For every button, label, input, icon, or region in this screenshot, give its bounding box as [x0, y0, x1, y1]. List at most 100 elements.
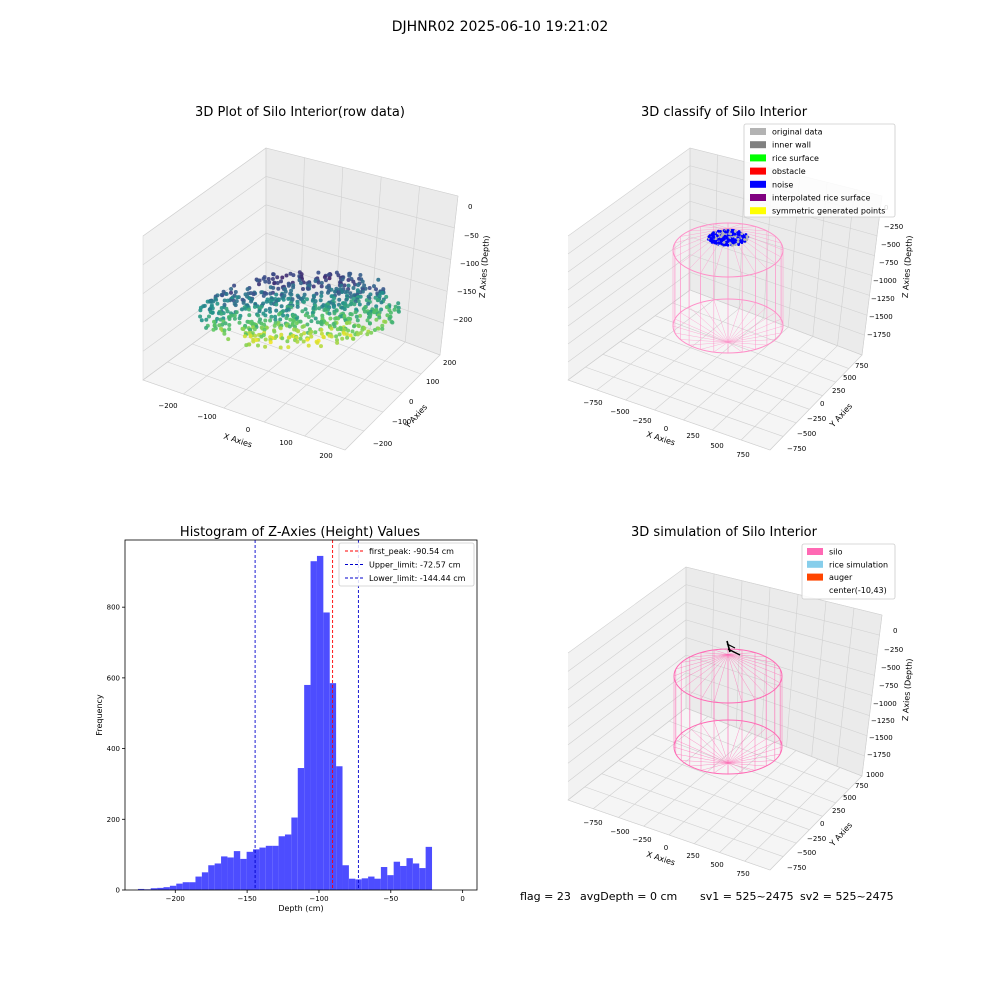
- data-point: [225, 309, 230, 314]
- histogram-bar: [316, 555, 324, 890]
- data-point: [198, 308, 203, 313]
- data-point: [257, 282, 261, 287]
- data-point: [273, 336, 277, 340]
- data-point: [263, 318, 268, 323]
- z-tick-labels: 0 −250 −500 −750 −1000 −1250 −1500 −1750: [867, 627, 903, 759]
- data-point: [321, 335, 326, 340]
- z-axis-label: Z Axies (Depth): [901, 658, 914, 721]
- data-point: [231, 298, 236, 303]
- data-point: [295, 339, 300, 344]
- data-point: [340, 336, 345, 341]
- legend-swatch: [750, 167, 766, 175]
- silo-roof-line: [680, 228, 729, 237]
- y-tick: 100: [426, 378, 439, 386]
- data-point: [279, 279, 283, 284]
- histogram-bar: [387, 875, 394, 890]
- data-point: [396, 305, 401, 310]
- x-tick: −750: [583, 399, 602, 407]
- silo-floor-line: [700, 302, 729, 343]
- classified-point: [736, 231, 740, 235]
- y-tick: 500: [843, 374, 856, 382]
- grid-line: [710, 573, 715, 718]
- data-point: [252, 327, 257, 332]
- data-point: [219, 306, 224, 310]
- silo-roof-line: [727, 654, 781, 670]
- data-point: [393, 304, 398, 309]
- classified-point: [730, 240, 734, 243]
- silo-floor-line: [689, 762, 729, 767]
- data-point: [374, 287, 378, 292]
- y-tick: −500: [797, 430, 816, 438]
- grid-line: [685, 672, 868, 737]
- histogram-bar: [323, 612, 330, 890]
- data-point: [275, 275, 280, 280]
- silo-floor-line: [727, 753, 781, 764]
- y-tick: −250: [807, 835, 826, 843]
- legend-swatch: [807, 548, 823, 555]
- x-tick-labels: −200 −100 0 100 200: [158, 402, 332, 460]
- x-tick: 0: [664, 425, 668, 433]
- figure-title: DJHNR02 2025-06-10 19:21:02: [392, 19, 609, 35]
- grid-line: [689, 254, 868, 316]
- classified-point: [745, 238, 749, 242]
- y-axis-label: Y Axies: [827, 821, 854, 849]
- grid-line: [689, 289, 863, 356]
- data-point: [384, 294, 389, 299]
- grid-line: [265, 232, 448, 292]
- y-axis-label: Frequency: [95, 694, 104, 736]
- data-point: [309, 334, 314, 339]
- data-point: [208, 299, 213, 304]
- data-point: [303, 307, 308, 312]
- data-point: [285, 339, 290, 344]
- data-point: [313, 279, 318, 283]
- data-point: [237, 320, 242, 325]
- data-point: [274, 308, 279, 313]
- legend-box: [801, 543, 896, 600]
- data-point: [351, 279, 356, 284]
- data-point: [348, 302, 353, 307]
- grid-lines: [567, 566, 883, 871]
- z-axis-label: Z Axies (Depth): [901, 235, 914, 298]
- classified-point: [723, 237, 726, 241]
- silo-roof-line: [675, 654, 729, 684]
- data-point: [244, 343, 249, 348]
- grid-line: [685, 690, 865, 757]
- classified-point: [736, 240, 740, 244]
- data-point: [226, 337, 231, 342]
- x-tick: −750: [583, 819, 602, 827]
- data-point: [283, 289, 288, 294]
- legend-label: interpolated rice surface: [772, 194, 870, 203]
- data-point: [234, 310, 239, 315]
- silo-floor-line: [727, 739, 781, 764]
- grid-line: [769, 354, 863, 451]
- histogram-bar: [304, 684, 311, 890]
- histogram-bar: [342, 865, 349, 890]
- data-point: [376, 326, 381, 331]
- y-tick: −750: [787, 445, 806, 453]
- silo-floor-line: [675, 753, 729, 764]
- classified-point: [731, 243, 734, 247]
- data-point: [319, 281, 324, 285]
- data-point: [222, 328, 227, 333]
- x-tick-label: −150: [238, 895, 257, 903]
- data-point: [254, 338, 259, 342]
- legend-label: inner wall: [772, 141, 811, 150]
- data-point: [376, 277, 381, 282]
- grid-line: [637, 328, 823, 396]
- data-point: [275, 281, 280, 285]
- grid-line: [216, 325, 403, 394]
- silo-floor-line: [673, 746, 729, 764]
- legend-swatch: [750, 207, 766, 215]
- data-point: [377, 315, 382, 320]
- data-point: [333, 316, 338, 321]
- data-point: [271, 272, 276, 277]
- data-point: [383, 319, 388, 324]
- silo-floor-line: [727, 723, 756, 764]
- grid-line: [567, 183, 691, 273]
- data-point: [274, 292, 279, 297]
- data-point: [356, 283, 361, 287]
- data-point: [229, 287, 234, 291]
- grid-line: [265, 176, 455, 229]
- grid-line: [654, 317, 764, 411]
- data-point: [256, 313, 261, 318]
